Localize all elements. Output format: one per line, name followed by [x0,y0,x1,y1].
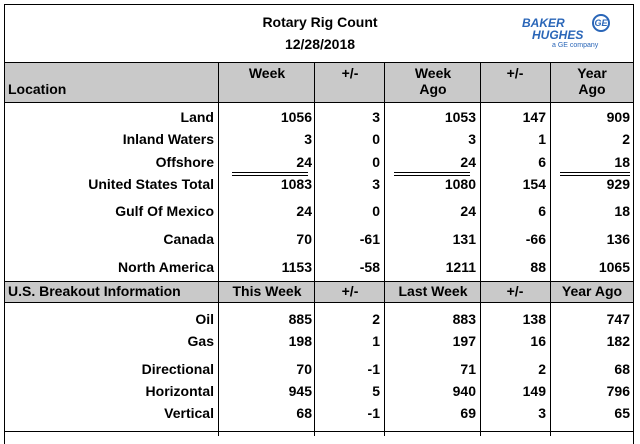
col-last-week: Last Week [398,283,468,299]
col-this-week: This Week [232,283,302,299]
cell-value: 6 [538,154,546,170]
report-title: Rotary Rig Count [262,14,378,30]
cell-value: 147 [522,109,546,125]
cell-value: 929 [606,176,630,192]
col-breakout-change1: +/- [341,283,359,299]
logo-line1: BAKER [522,16,565,30]
cell-value: 136 [606,231,630,247]
cell-value: -66 [525,231,546,247]
cell-value: 1056 [280,109,312,125]
cell-value: 198 [288,333,312,349]
cell-value: 885 [288,311,312,327]
cell-value: 1 [372,333,380,349]
cell-value: 1 [538,131,546,147]
cell-value: 940 [452,383,476,399]
row-label: United States Total [88,176,214,192]
cell-value: 149 [522,383,546,399]
cell-value: -1 [367,361,380,377]
cell-value: 24 [296,203,312,219]
cell-value: 154 [522,176,546,192]
cell-value: 138 [522,311,546,327]
column-header-band [5,63,633,102]
row-label: Oil [195,311,214,327]
cell-value: 1053 [444,109,476,125]
cell-value: 70 [296,361,312,377]
cell-value: 16 [530,333,546,349]
cell-value: 18 [614,154,630,170]
cell-value: 3 [372,109,380,125]
cell-value: 747 [606,311,630,327]
cell-value: -58 [359,259,380,275]
cell-value: 70 [296,231,312,247]
breakout-title: U.S. Breakout Information [8,283,181,299]
report-date: 12/28/2018 [284,36,356,52]
cell-value: 796 [606,383,630,399]
row-label: North America [118,259,214,275]
cell-value: 2 [372,311,380,327]
col-change1: +/- [341,65,359,81]
cell-value: 3 [538,405,546,421]
cell-value: 909 [606,109,630,125]
cell-value: -61 [359,231,380,247]
cell-value: 3 [304,131,312,147]
cell-value: 131 [452,231,476,247]
cell-value: 88 [530,259,546,275]
cell-value: 945 [288,383,312,399]
col-location: Location [8,81,67,97]
col-breakout-change2: +/- [506,283,524,299]
cell-value: 68 [296,405,312,421]
cell-value: 18 [614,203,630,219]
cell-value: 1211 [445,259,476,275]
baker-hughes-logo: BAKER HUGHES a GE company GE [520,14,620,50]
cell-value: 24 [460,154,476,170]
cell-value: -1 [367,405,380,421]
col-year-ago-2: Ago [578,81,606,97]
row-label: Vertical [164,405,214,421]
cell-value: 1153 [281,259,312,275]
cell-value: 3 [372,176,380,192]
ge-logo-icon: GE [592,14,610,32]
row-label: Offshore [155,154,214,170]
cell-value: 1080 [444,176,476,192]
col-year-ago-1: Year [577,65,607,81]
cell-value: 24 [460,203,476,219]
cell-value: 0 [372,203,380,219]
cell-value: 2 [538,361,546,377]
cell-value: 68 [614,361,630,377]
logo-line2: HUGHES [532,28,584,42]
cell-value: 1065 [598,259,630,275]
cell-value: 182 [606,333,630,349]
cell-value: 6 [538,203,546,219]
cell-value: 2 [622,131,630,147]
col-week: Week [248,65,286,81]
cell-value: 24 [296,154,312,170]
cell-value: 3 [468,131,476,147]
row-label: Horizontal [145,383,214,399]
cell-value: 883 [452,311,476,327]
row-label: Inland Waters [122,131,214,147]
col-breakout-year-ago: Year Ago [561,283,623,299]
breakout-header-band [5,282,633,302]
col-week-ago-1: Week [414,65,452,81]
cell-value: 69 [460,405,476,421]
row-label: Gas [187,333,214,349]
col-change2: +/- [506,65,524,81]
cell-value: 1083 [280,176,312,192]
row-label: Canada [163,231,214,247]
col-week-ago-2: Ago [419,81,447,97]
row-label: Land [180,109,214,125]
row-label: Directional [141,361,214,377]
logo-sub: a GE company [552,42,599,49]
table-frame [4,4,634,444]
cell-value: 65 [614,405,630,421]
cell-value: 0 [372,131,380,147]
cell-value: 0 [372,154,380,170]
cell-value: 5 [372,383,380,399]
row-label: Gulf Of Mexico [115,203,214,219]
cell-value: 197 [452,333,476,349]
cell-value: 71 [460,361,476,377]
